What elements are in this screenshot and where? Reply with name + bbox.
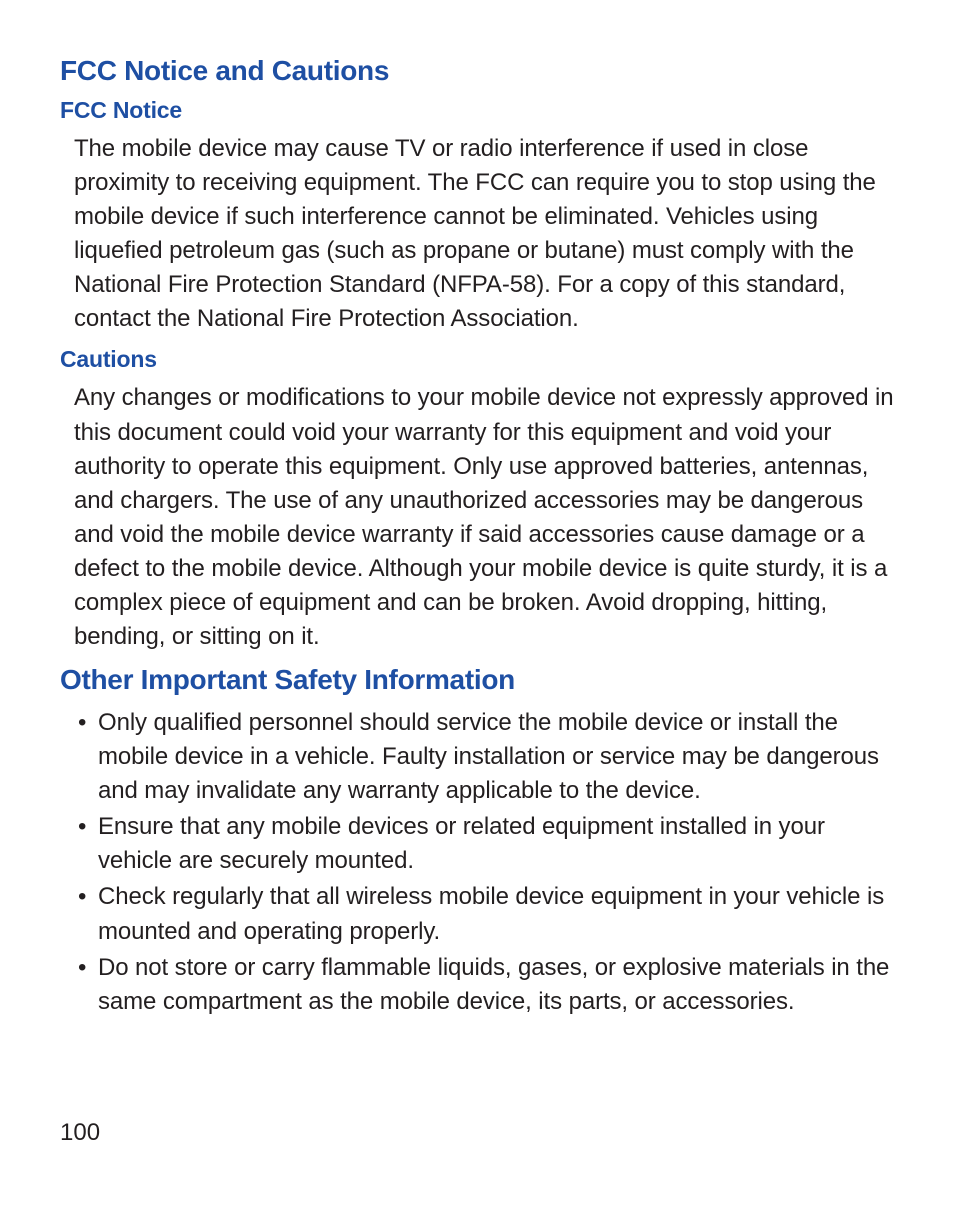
list-item: Do not store or carry flammable liquids,… [74, 951, 904, 1019]
list-item: Ensure that any mobile devices or relate… [74, 810, 904, 878]
list-item: Only qualified personnel should service … [74, 706, 904, 808]
cautions-body: Any changes or modifications to your mob… [74, 381, 904, 654]
section-title-fcc: FCC Notice and Cautions [60, 55, 904, 87]
subsection-title-cautions: Cautions [60, 346, 904, 373]
document-page: FCC Notice and Cautions FCC Notice The m… [0, 0, 954, 1061]
subsection-title-fcc-notice: FCC Notice [60, 97, 904, 124]
list-item: Check regularly that all wireless mobile… [74, 880, 904, 948]
safety-bullet-list: Only qualified personnel should service … [74, 706, 904, 1019]
page-number: 100 [60, 1119, 100, 1147]
section-title-other-safety: Other Important Safety Information [60, 664, 904, 696]
fcc-notice-body: The mobile device may cause TV or radio … [74, 132, 904, 336]
